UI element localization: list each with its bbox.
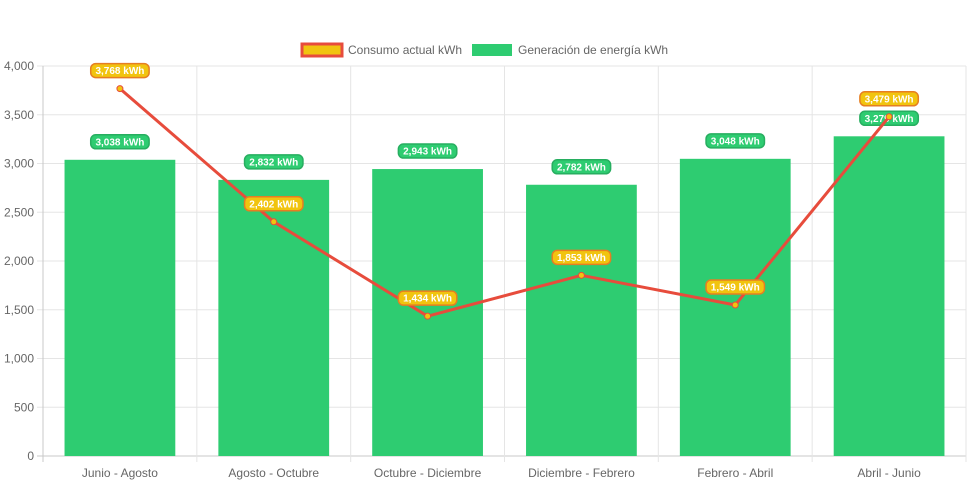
svg-text:1,434 kWh: 1,434 kWh xyxy=(403,294,452,305)
line-data-label: 1,434 kWh xyxy=(397,290,458,306)
y-tick-label: 1,000 xyxy=(4,352,34,366)
bar-data-label: 2,832 kWh xyxy=(243,154,304,170)
y-tick-label: 3,000 xyxy=(4,157,34,171)
line-point[interactable] xyxy=(577,271,585,279)
x-tick-label: Octubre - Diciembre xyxy=(374,466,482,480)
line-point[interactable] xyxy=(424,312,432,320)
bar-data-label: 3,048 kWh xyxy=(705,133,766,149)
x-tick-label: Junio - Agosto xyxy=(82,466,158,480)
bar-series xyxy=(64,136,945,457)
x-tick-label: Diciembre - Febrero xyxy=(528,466,635,480)
legend: Consumo actual kWh Generación de energía… xyxy=(300,42,668,58)
svg-text:2,832 kWh: 2,832 kWh xyxy=(249,157,298,168)
grid xyxy=(37,65,967,462)
line-point[interactable] xyxy=(270,218,278,226)
bar[interactable] xyxy=(526,184,637,456)
legend-swatch-line[interactable] xyxy=(300,42,344,58)
x-tick-label: Abril - Junio xyxy=(857,466,921,480)
x-tick-label: Febrero - Abril xyxy=(697,466,773,480)
svg-text:2,782 kWh: 2,782 kWh xyxy=(557,162,606,173)
y-tick-label: 1,500 xyxy=(4,303,34,317)
svg-text:3,048 kWh: 3,048 kWh xyxy=(711,136,760,147)
bar[interactable] xyxy=(372,169,483,456)
bar[interactable] xyxy=(64,159,176,457)
y-tick-label: 3,500 xyxy=(4,108,34,122)
line-data-label: 3,479 kWh xyxy=(859,91,920,107)
y-tick-label: 0 xyxy=(27,449,34,463)
bar[interactable] xyxy=(218,179,330,456)
line-point[interactable] xyxy=(116,85,124,93)
svg-text:2,943 kWh: 2,943 kWh xyxy=(403,147,452,158)
y-tick-label: 2,500 xyxy=(4,205,34,219)
bar[interactable] xyxy=(833,136,945,457)
bar-data-label: 2,782 kWh xyxy=(551,159,612,175)
y-tick-label: 500 xyxy=(14,400,34,414)
svg-text:3,038 kWh: 3,038 kWh xyxy=(95,137,144,148)
line-data-labels: 3,768 kWh 2,402 kWh 1,434 kWh 1,853 kWh 1,54… xyxy=(89,62,920,306)
line-point[interactable] xyxy=(885,113,893,121)
svg-text:3,479 kWh: 3,479 kWh xyxy=(865,94,914,105)
legend-label-line[interactable]: Consumo actual kWh xyxy=(348,43,462,57)
line-data-label: 1,853 kWh xyxy=(551,249,612,266)
svg-text:3,768 kWh: 3,768 kWh xyxy=(95,66,144,77)
y-tick-label: 4,000 xyxy=(4,59,34,73)
svg-text:1,549 kWh: 1,549 kWh xyxy=(711,282,760,293)
x-axis-ticks: Junio - Agosto Agosto - Octubre Octubre - … xyxy=(82,466,921,480)
legend-label-bar[interactable]: Generación de energía kWh xyxy=(518,43,668,57)
line-data-label: 1,549 kWh xyxy=(705,279,766,295)
svg-text:2,402 kWh: 2,402 kWh xyxy=(249,199,298,210)
y-axis-ticks: 0 500 1,000 1,500 2,000 2,500 3,000 3,500 4,000 xyxy=(4,59,34,463)
line-data-label: 2,402 kWh xyxy=(243,196,304,212)
legend-swatch-bar[interactable] xyxy=(472,44,512,56)
y-tick-label: 2,000 xyxy=(4,254,34,268)
line-data-label: 3,768 kWh xyxy=(89,62,150,79)
x-tick-label: Agosto - Octubre xyxy=(228,466,319,480)
bar-data-label: 2,943 kWh xyxy=(397,143,458,159)
bar-data-label: 3,038 kWh xyxy=(89,134,150,150)
line-point[interactable] xyxy=(731,301,739,309)
svg-text:1,853 kWh: 1,853 kWh xyxy=(557,253,606,264)
